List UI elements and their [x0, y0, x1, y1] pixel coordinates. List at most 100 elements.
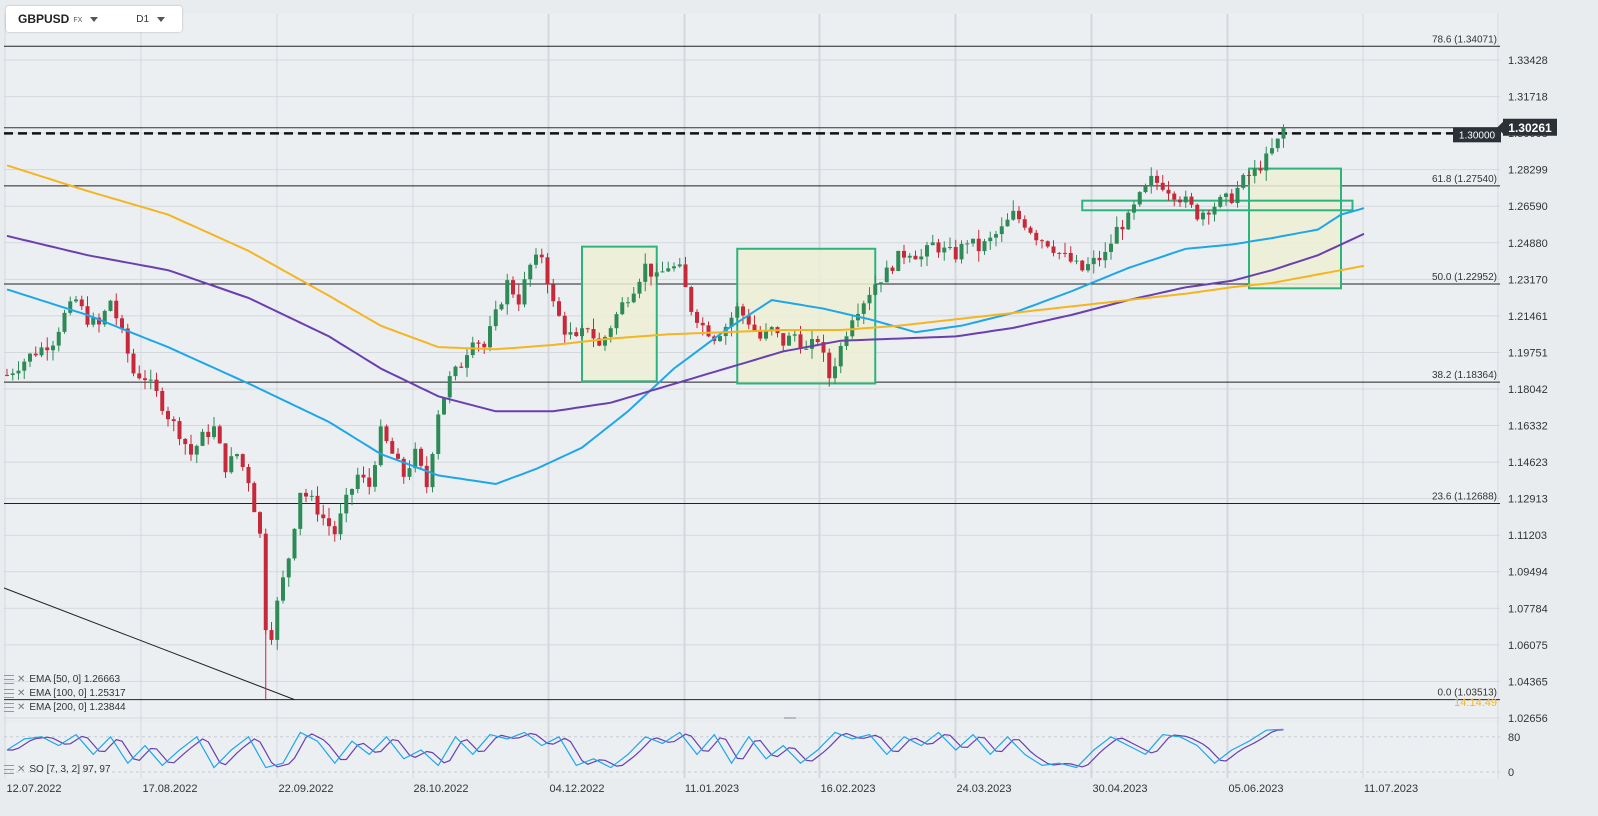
candle-body — [1114, 226, 1119, 244]
close-icon[interactable]: ✕ — [17, 674, 26, 685]
candle-body — [539, 254, 544, 258]
candle-body — [838, 345, 843, 367]
candle-body — [597, 338, 602, 346]
candle-body — [108, 300, 113, 311]
legend-ema50-label: EMA [50, 0] 1.26663 — [29, 674, 121, 685]
fib-label: 0.0 (1.03513) — [1438, 688, 1498, 699]
candle-body — [33, 353, 38, 356]
candle-body — [10, 373, 15, 376]
close-icon[interactable]: ✕ — [17, 688, 26, 699]
so-tick-label: 80 — [1508, 732, 1520, 744]
candle-body — [292, 528, 297, 559]
legend-so[interactable]: ✕ SO [7, 3, 2] 97, 97 — [4, 764, 111, 775]
candle-body — [637, 281, 642, 294]
fib-label: 61.8 (1.27540) — [1432, 174, 1497, 185]
candle-body — [183, 438, 188, 445]
current-price-text: 1.30261 — [1508, 121, 1552, 135]
candle-body — [1126, 212, 1131, 230]
candle-body — [959, 243, 964, 260]
candle-body — [246, 467, 251, 484]
candle-body — [890, 267, 895, 271]
settings-icon[interactable] — [4, 703, 14, 712]
candle-body — [114, 300, 119, 319]
candle-body — [1068, 252, 1073, 262]
candle-body — [453, 366, 458, 377]
symbol-dropdown-icon[interactable] — [90, 16, 99, 22]
candle-body — [936, 242, 941, 253]
candle-body — [62, 312, 67, 332]
settings-icon[interactable] — [4, 689, 14, 698]
candle-body — [505, 280, 510, 305]
candle-body — [74, 299, 78, 302]
legend-ema50[interactable]: ✕ EMA [50, 0] 1.26663 — [4, 674, 120, 685]
level-tag-text: 1.30000 — [1459, 130, 1496, 141]
candle-body — [419, 448, 423, 466]
legend-ema100[interactable]: ✕ EMA [100, 0] 1.25317 — [4, 688, 126, 699]
candle-body — [677, 264, 682, 267]
legend-ema200[interactable]: ✕ EMA [200, 0] 1.23844 — [4, 702, 126, 713]
candle-body — [1281, 128, 1286, 139]
timeframe-label[interactable]: D1 — [136, 13, 150, 25]
candle-body — [804, 348, 809, 350]
candle-body — [229, 456, 234, 473]
symbol-selector[interactable]: GBPUSD FX D1 — [6, 6, 182, 32]
candle-body — [735, 306, 740, 318]
candle-body — [482, 343, 487, 348]
candle-body — [614, 314, 619, 329]
candle-body — [930, 242, 935, 246]
candle-body — [442, 397, 446, 415]
candle-body — [1183, 196, 1188, 203]
candle-body — [148, 379, 153, 381]
settings-icon[interactable] — [4, 765, 14, 774]
candle-body — [200, 431, 205, 446]
timeframe-dropdown-icon[interactable] — [157, 16, 166, 22]
candle-body — [1160, 182, 1165, 190]
y-tick-label: 1.26590 — [1508, 201, 1548, 213]
candle-body — [350, 489, 354, 495]
candle-body — [919, 256, 924, 260]
candle-body — [982, 241, 987, 252]
candle-body — [160, 390, 165, 411]
candle-body — [741, 306, 745, 316]
close-icon[interactable]: ✕ — [17, 764, 26, 775]
candle-body — [689, 287, 694, 312]
candle-body — [769, 327, 774, 331]
y-tick-label: 1.28299 — [1508, 165, 1548, 177]
settings-icon[interactable] — [4, 675, 14, 684]
candle-body — [574, 332, 579, 337]
candle-body — [516, 294, 521, 305]
candle-body — [1074, 260, 1079, 262]
candle-body — [1034, 232, 1039, 241]
x-tick-label: 11.07.2023 — [1364, 783, 1418, 795]
candle-body — [286, 558, 291, 578]
candle-body — [39, 347, 44, 356]
candle-body — [746, 315, 751, 325]
candle-body — [591, 329, 596, 339]
candle-body — [792, 334, 797, 336]
candle-body — [1097, 257, 1102, 261]
candle-body — [907, 255, 912, 258]
candle-body — [821, 342, 826, 353]
stochastic-oscillator — [4, 717, 1500, 773]
candle-body — [91, 317, 96, 325]
candle-body — [861, 303, 866, 314]
y-tick-label: 1.06075 — [1508, 640, 1548, 652]
y-tick-label: 1.16332 — [1508, 421, 1548, 433]
candle-body — [1264, 153, 1269, 171]
candle-body — [488, 326, 492, 348]
candle-body — [787, 335, 791, 346]
candle-body — [430, 454, 435, 488]
x-tick-label: 28.10.2022 — [413, 783, 468, 795]
candle-body — [493, 309, 498, 327]
candle-body — [68, 301, 73, 313]
candle-body — [781, 333, 786, 346]
candle-body — [281, 577, 285, 601]
candle-body — [465, 355, 469, 368]
grid — [4, 14, 1500, 778]
candle-body — [217, 426, 222, 444]
close-icon[interactable]: ✕ — [17, 702, 26, 713]
zone-box — [1248, 167, 1342, 290]
candle-body — [1040, 240, 1044, 242]
candle-body — [223, 443, 228, 473]
